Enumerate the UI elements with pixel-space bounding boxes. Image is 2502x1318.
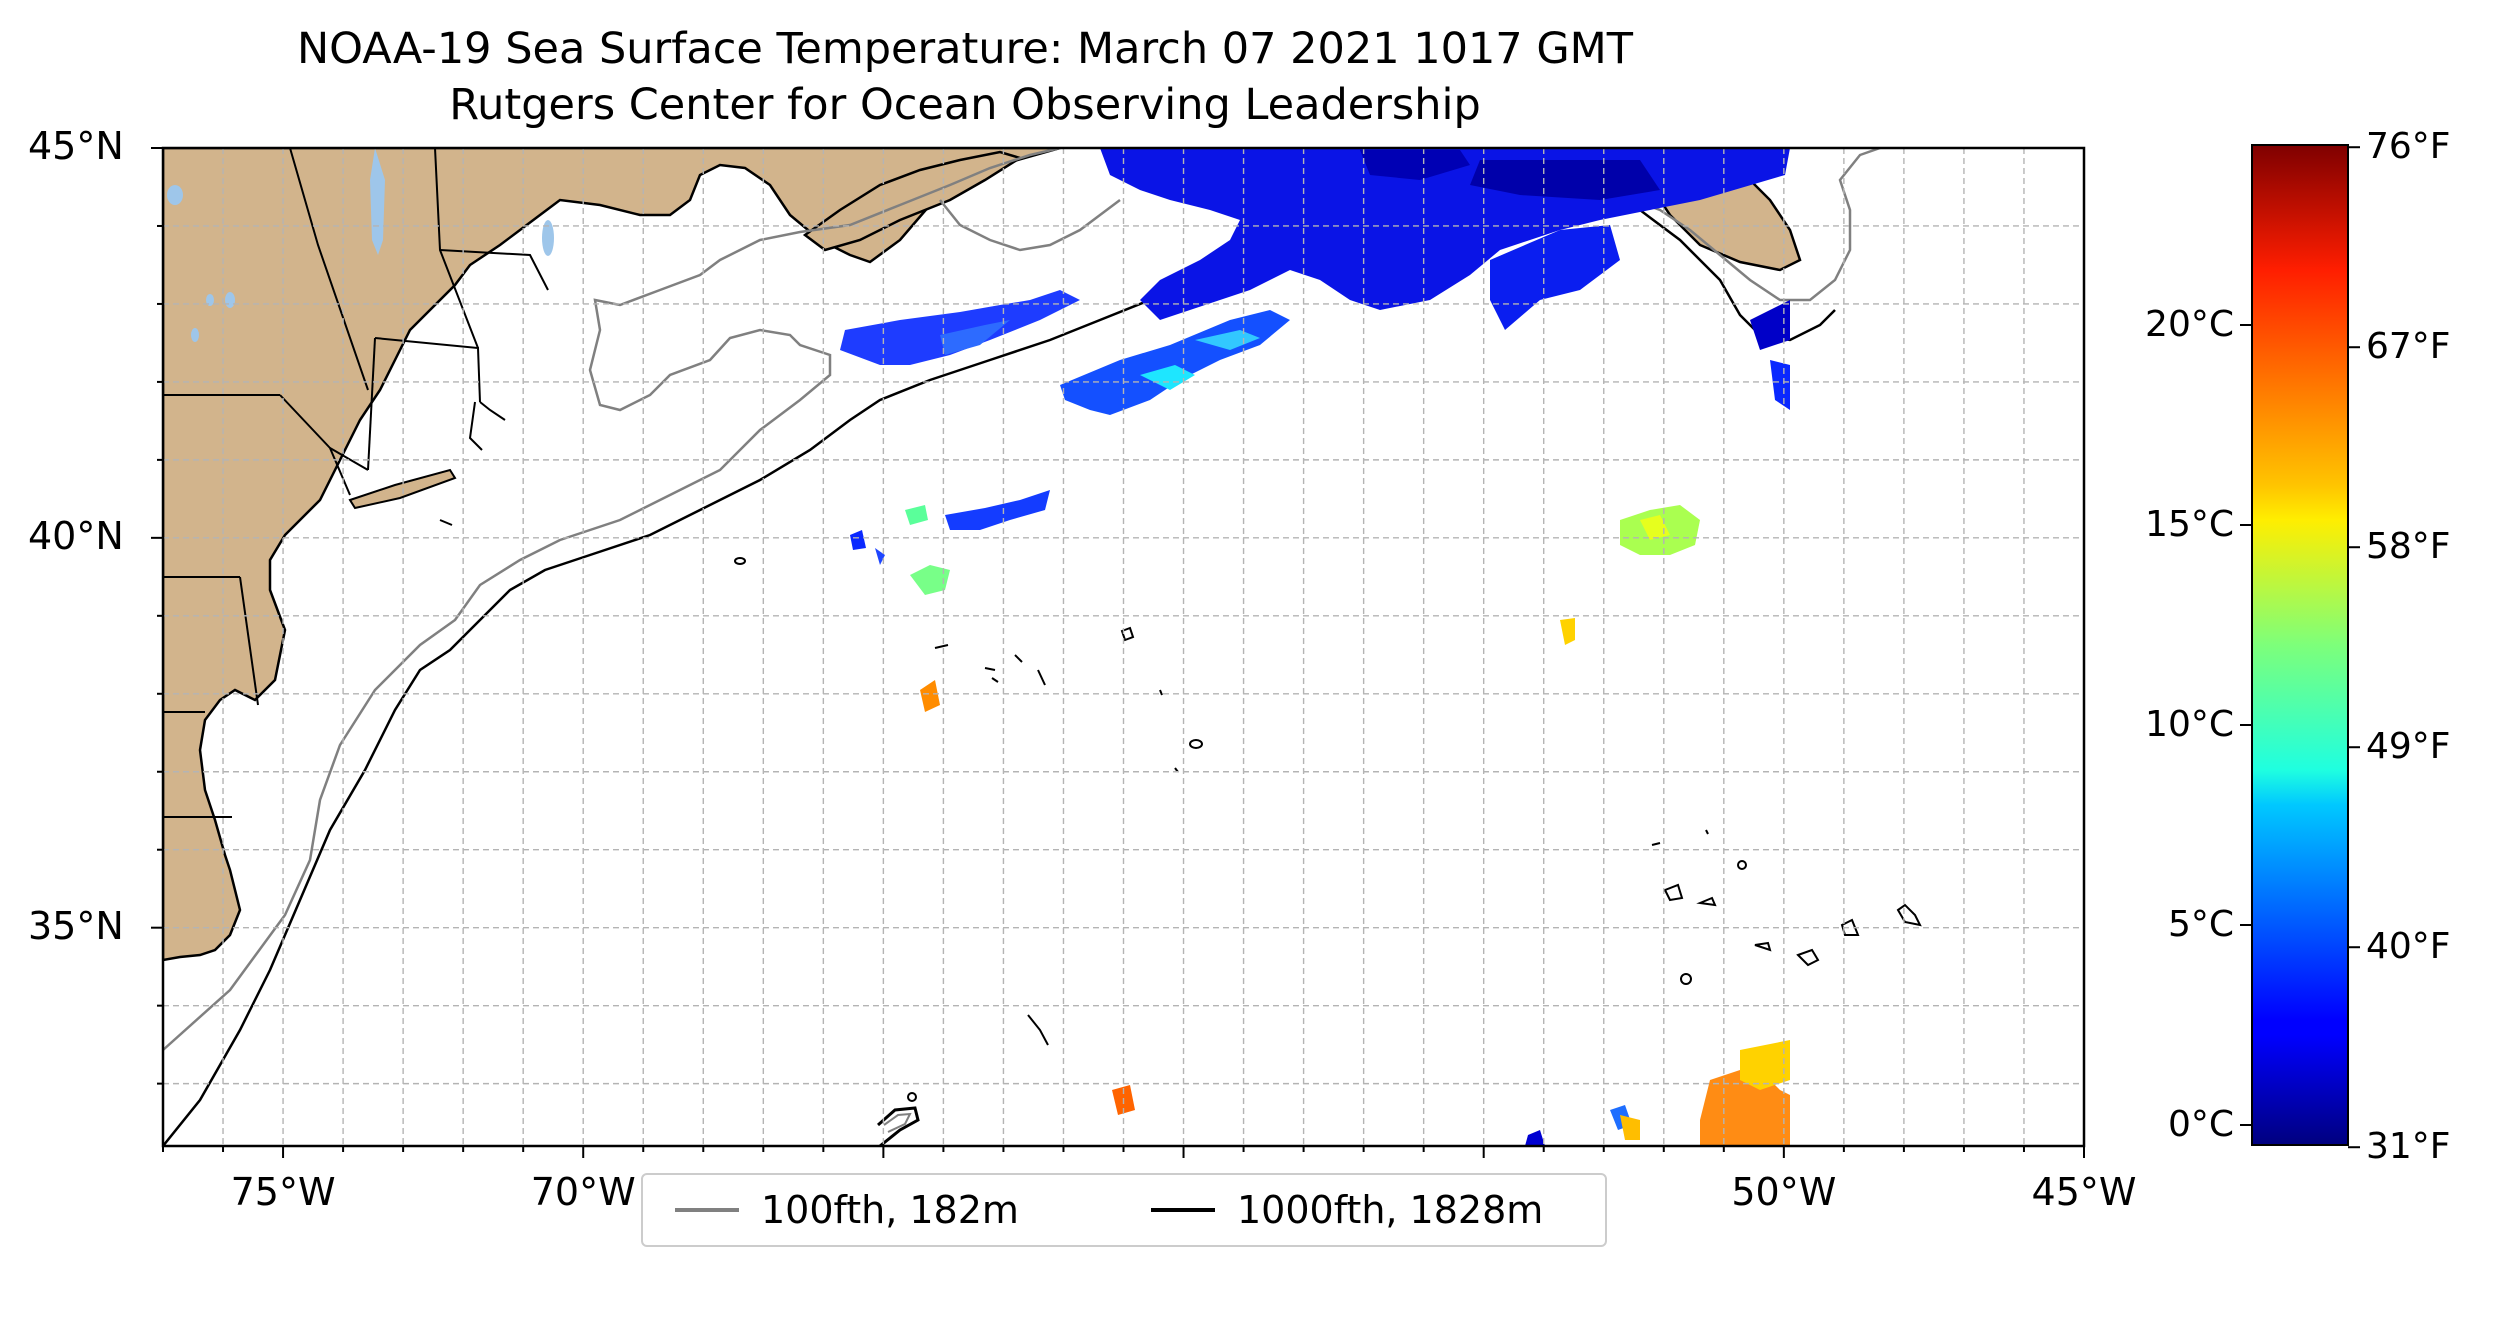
colorbar-label-c: 15°C	[2145, 504, 2234, 545]
y-tick-label: 40°N	[28, 513, 124, 558]
colorbar-label-c: 0°C	[2167, 1104, 2234, 1145]
legend-label-100fth: 100fth, 182m	[761, 1188, 1019, 1232]
chart-subtitle: Rutgers Center for Ocean Observing Leade…	[449, 80, 1481, 130]
y-axis	[151, 147, 163, 1085]
colorbar	[2251, 144, 2349, 1146]
colorbar-label-f: 40°F	[2366, 926, 2451, 968]
colorbar-label-c: 10°C	[2145, 704, 2234, 745]
x-axis	[162, 1146, 2085, 1158]
colorbar-ticks	[2240, 146, 2360, 1149]
legend-line-1000fth	[1151, 1208, 1215, 1212]
legend-item-1000fth: 1000fth, 1828m	[1151, 1175, 1543, 1245]
isobath-100fth	[163, 148, 1061, 1051]
southern-seamount	[877, 1092, 920, 1146]
colorbar-label-f: 49°F	[2366, 726, 2451, 768]
land-mass	[163, 148, 1061, 962]
isobath-1000fth	[163, 168, 1836, 1146]
colorbar-label-f: 76°F	[2366, 126, 2451, 168]
legend-item-100fth: 100fth, 182m	[675, 1175, 1019, 1245]
x-tick-label: 70°W	[530, 1170, 636, 1214]
colorbar-label-c: 20°C	[2145, 304, 2234, 345]
x-tick-label: 50°W	[1731, 1170, 1837, 1214]
legend-label-1000fth: 1000fth, 1828m	[1237, 1188, 1544, 1232]
y-tick-label: 35°N	[28, 903, 124, 948]
lakes	[167, 148, 554, 342]
sst-data	[840, 148, 1790, 1146]
colorbar-label-f: 31°F	[2366, 1126, 2451, 1168]
x-tick-label: 45°W	[2031, 1170, 2137, 1214]
isobath-100fth-gulf	[939, 199, 1121, 252]
x-tick-label: 75°W	[230, 1170, 336, 1214]
chart-title: NOAA-19 Sea Surface Temperature: March 0…	[296, 24, 1634, 74]
legend: 100fth, 182m 1000fth, 1828m	[641, 1173, 1607, 1247]
seamounts	[734, 557, 1922, 1046]
map-frame	[161, 146, 2086, 1148]
y-tick-label: 45°N	[28, 124, 124, 168]
colorbar-label-f: 58°F	[2366, 526, 2451, 568]
gridlines	[162, 147, 2085, 1146]
map-area	[163, 148, 1922, 1146]
state-borders	[163, 148, 549, 818]
legend-line-100fth	[675, 1208, 739, 1212]
colorbar-label-f: 67°F	[2366, 326, 2451, 368]
colorbar-label-c: 5°C	[2167, 904, 2234, 945]
